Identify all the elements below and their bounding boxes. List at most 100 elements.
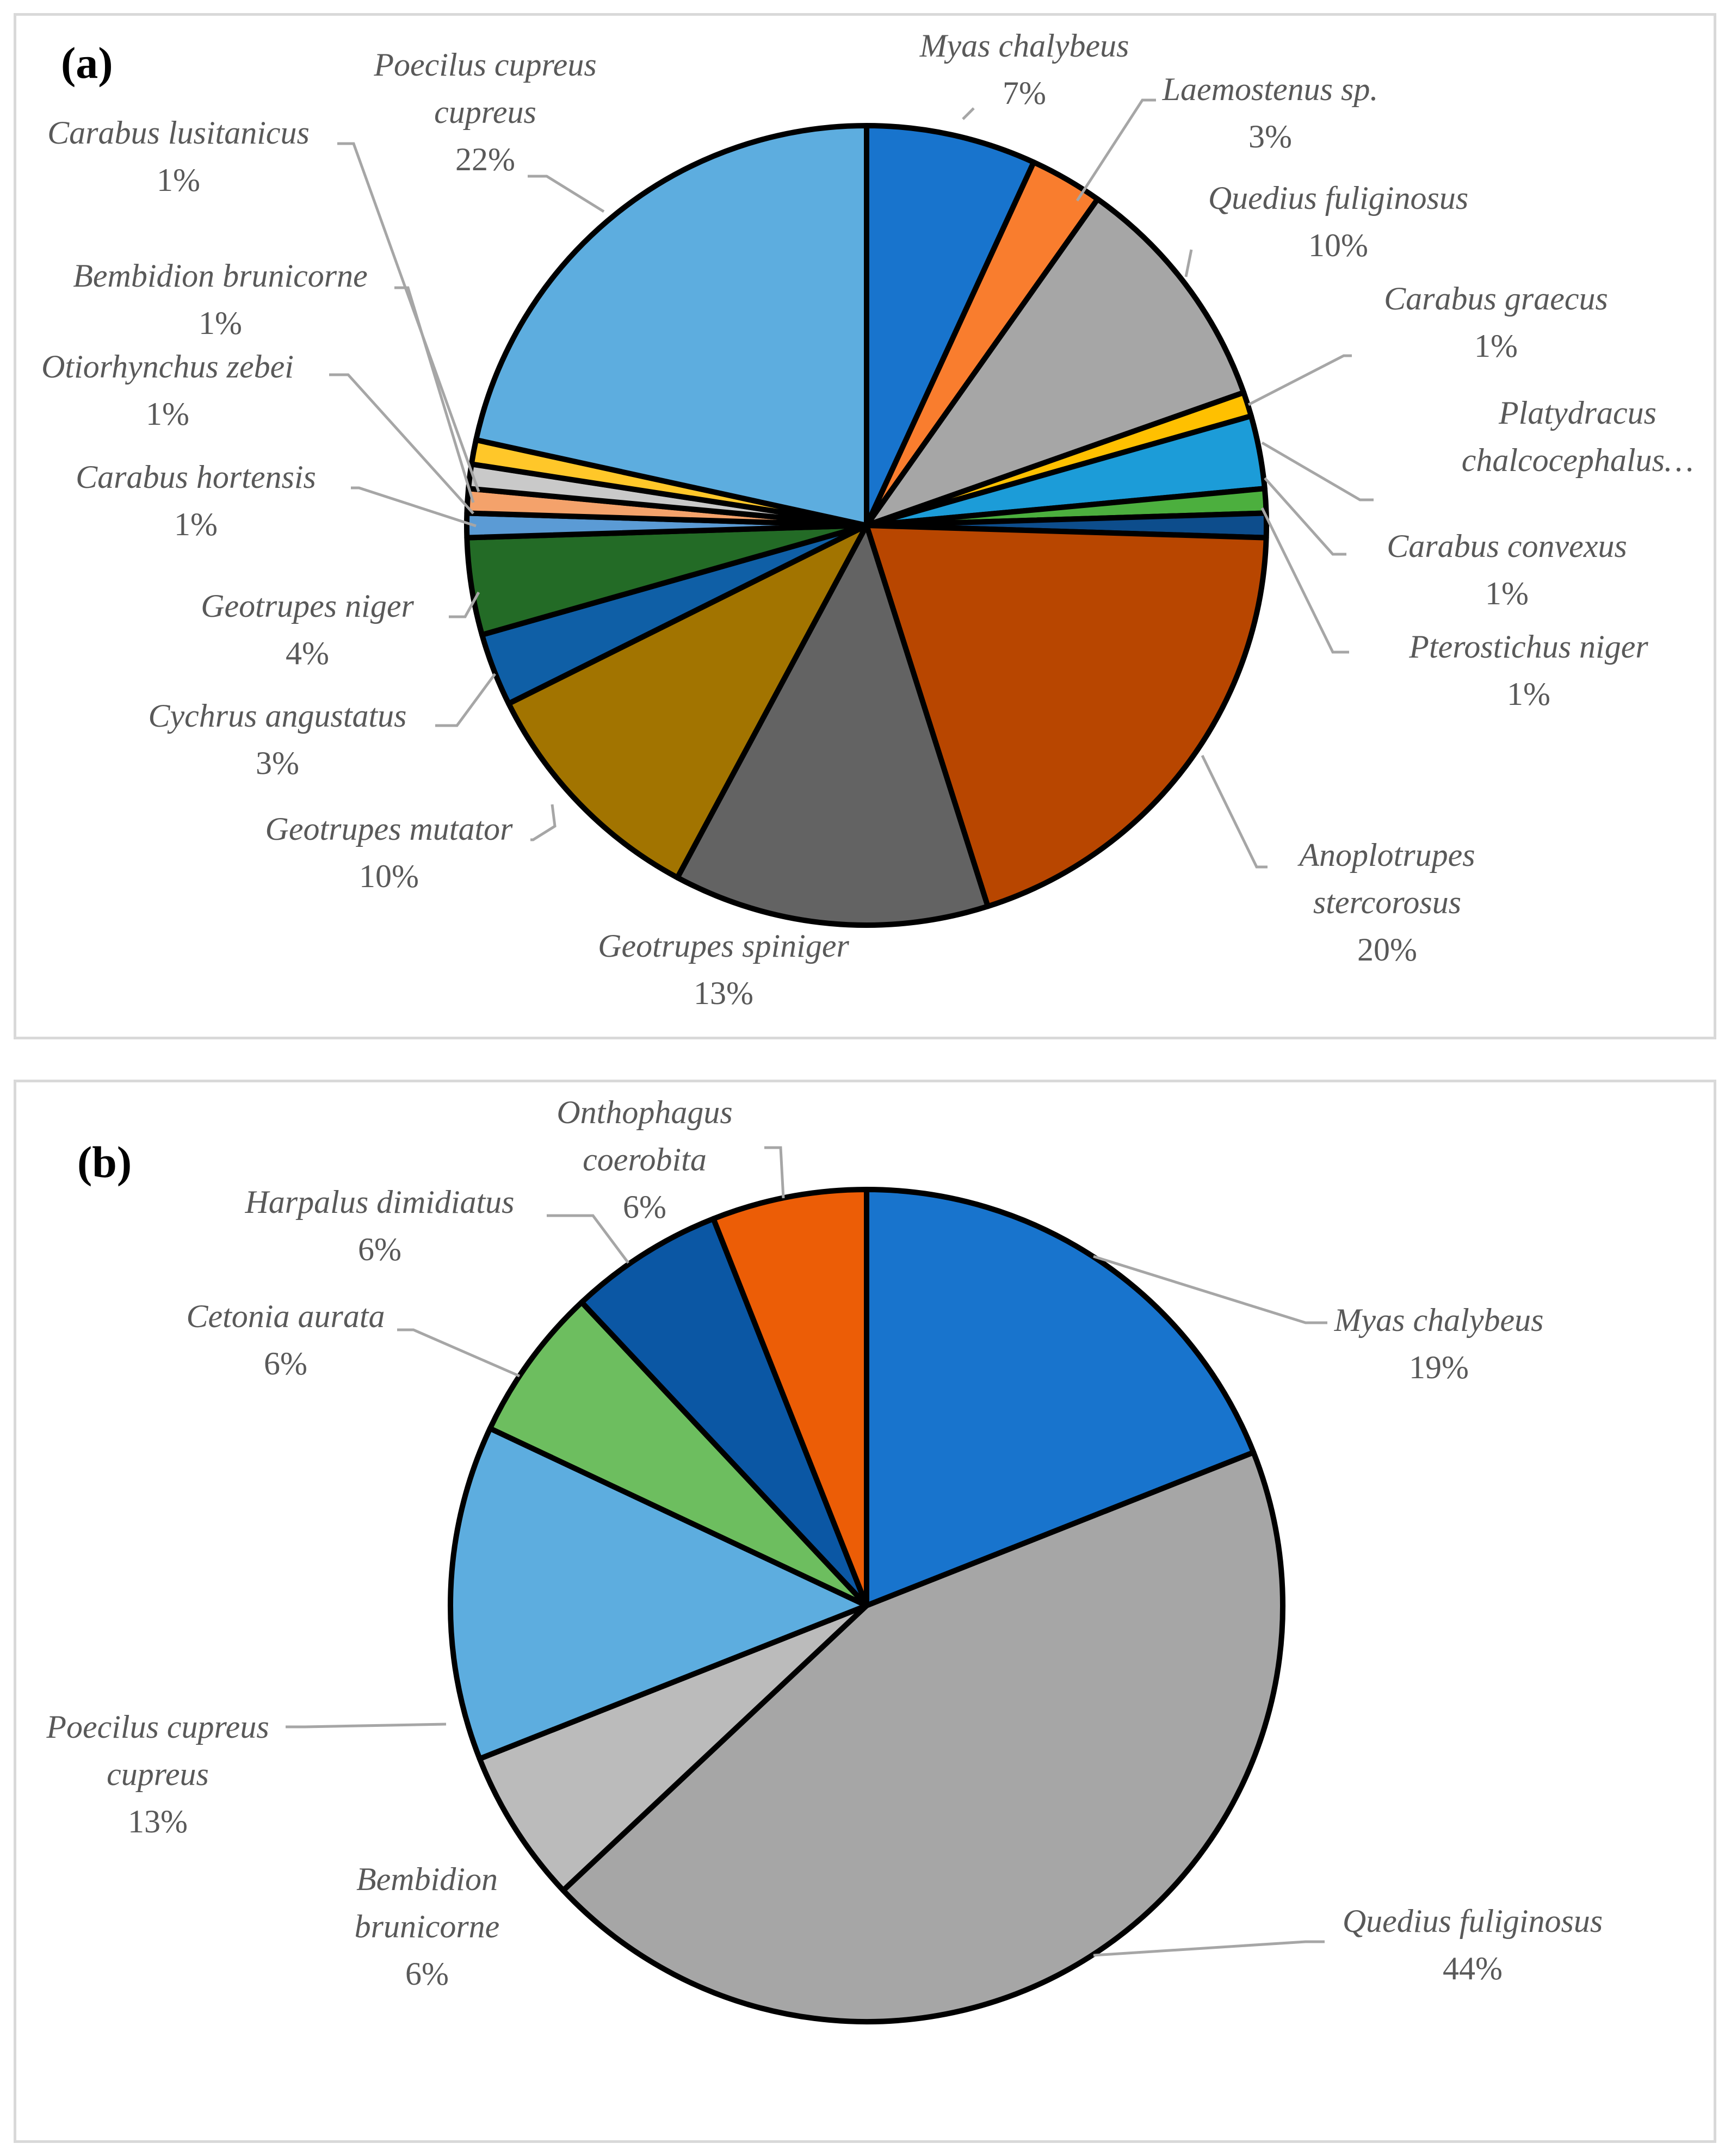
- slice-percent-label: 13%: [128, 1804, 188, 1839]
- leader-line-carabus-convexus: [1264, 477, 1346, 556]
- pie-slice-anoplotrupes-stercorosus: [864, 523, 1269, 909]
- leader-line-bembidion-brunicorne: [394, 286, 475, 503]
- slice-percent-label: 3%: [256, 745, 299, 781]
- pie-slice-onthophagus-coerobita: [710, 1187, 869, 1608]
- slice-label-quedius-fuliginosus: Quedius fuliginosus 44%: [1343, 1903, 1603, 1986]
- slice-percent-label: 19%: [1409, 1349, 1469, 1385]
- panel-label-a: (a): [61, 38, 113, 88]
- slice-percent-label: 4%: [286, 635, 329, 671]
- pie-slice-quedius-fuliginosus: [560, 1449, 1285, 2024]
- slice-label-cychrus-angustatus: Cychrus angustatus 3%: [148, 698, 406, 781]
- slice-percent-label: 6%: [264, 1346, 307, 1381]
- slice-label-cetonia-aurata: Cetonia aurata 6%: [186, 1298, 385, 1381]
- slice-label-line: cupreus: [434, 94, 536, 130]
- slice-label-line: stercorosus: [1313, 884, 1461, 920]
- slice-label-line: brunicorne: [355, 1909, 500, 1944]
- slice-percent-label: 6%: [623, 1189, 666, 1225]
- leader-lines: [329, 98, 1374, 869]
- slice-percent-label: 1%: [157, 162, 200, 198]
- slice-label-line: Harpalus dimidiatus: [244, 1184, 514, 1220]
- slice-label-onthophagus-coerobita: Onthophagus coerobita 6%: [557, 1094, 732, 1225]
- leader-lines: [286, 1146, 1327, 1957]
- slice-label-harpalus-dimidiatus: Harpalus dimidiatus 6%: [244, 1184, 514, 1267]
- leader-line-onthophagus-coerobita: [764, 1146, 785, 1199]
- slice-percent-label: 44%: [1443, 1950, 1503, 1986]
- leader-line-geotrupes-niger: [449, 591, 480, 618]
- leader-line-poecilus-cupreus-cupreus: [528, 175, 605, 213]
- slice-label-carabus-graecus: Carabus graecus 1%: [1384, 281, 1608, 364]
- slice-label-line: Carabus hortensis: [76, 459, 316, 495]
- leader-line-platydracus-chalcocephalus: [1261, 441, 1374, 501]
- slice-percent-label: 6%: [405, 1956, 449, 1992]
- slice-percent-label: 10%: [359, 858, 419, 894]
- slice-percent-label: 1%: [146, 396, 189, 432]
- chart-panel-b: (b) Myas chalybeus 19% Quedius fuliginosus…: [14, 1080, 1716, 2143]
- slice-label-geotrupes-niger: Geotrupes niger 4%: [201, 588, 414, 671]
- slice-label-anoplotrupes-stercorosus: Anoplotrupes stercorosus 20%: [1297, 837, 1475, 968]
- slice-percent-label: 3%: [1248, 119, 1292, 154]
- slice-label-pterostichus-niger: Pterostichus niger 1%: [1408, 629, 1648, 712]
- slice-label-line: Platydracus: [1498, 395, 1656, 431]
- slice-label-bembidion-brunicorne: Bembidion brunicorne 6%: [355, 1861, 500, 1992]
- leader-line-otiorhynchus-zebei: [329, 373, 474, 515]
- slice-label-line: Poecilus cupreus: [373, 47, 596, 83]
- pie-chart-b: Myas chalybeus 19% Quedius fuliginosus 44% B…: [46, 1094, 1603, 2024]
- slice-label-bembidion-brunicorne: Bembidion brunicorne 1%: [73, 258, 368, 341]
- slice-percent-label: 1%: [174, 506, 218, 542]
- leader-line-myas-chalybeus: [962, 107, 975, 120]
- slice-percent-label: 10%: [1308, 227, 1368, 263]
- slice-label-geotrupes-spiniger: Geotrupes spiniger 13%: [598, 928, 849, 1011]
- panel-label-b: (b): [77, 1137, 132, 1187]
- slice-label-line: Laemostenus sp.: [1162, 71, 1378, 107]
- slice-percent-label: 1%: [1507, 676, 1550, 712]
- slice-label-carabus-lusitanicus: Carabus lusitanicus 1%: [47, 115, 310, 198]
- pie-slice-harpalus-dimidiatus: [579, 1216, 869, 1608]
- slice-label-myas-chalybeus: Myas chalybeus 19%: [1334, 1302, 1544, 1385]
- slice-label-line: Geotrupes mutator: [265, 811, 514, 847]
- slice-label-line: Carabus graecus: [1384, 281, 1608, 317]
- slice-percent-label: 20%: [1357, 932, 1417, 968]
- leader-line-laemostenus-sp: [1075, 98, 1156, 202]
- pie-slice-myas-chalybeus: [864, 1187, 1257, 1608]
- slice-label-line: Poecilus cupreus: [46, 1709, 269, 1745]
- leader-line-pterostichus-niger: [1260, 507, 1349, 654]
- slice-percent-label: 1%: [1485, 575, 1529, 611]
- slice-label-line: Myas chalybeus: [1334, 1302, 1544, 1338]
- leader-line-harpalus-dimidiatus: [547, 1214, 630, 1264]
- slice-label-line: Otiorhynchus zebei: [41, 349, 294, 385]
- slice-labels: Myas chalybeus 19% Quedius fuliginosus 44% B…: [46, 1094, 1603, 1992]
- pie-slices: [448, 1187, 1285, 2024]
- slice-percent-label: 7%: [1003, 75, 1046, 111]
- slice-percent-label: 1%: [199, 305, 242, 341]
- leader-line-quedius-fuliginosus: [1093, 1940, 1325, 1957]
- pie-slice-poecilus-cupreus-cupreus: [473, 123, 869, 528]
- leader-line-poecilus-cupreus-cupreus: [286, 1723, 447, 1728]
- slice-label-poecilus-cupreus-cupreus: Poecilus cupreus cupreus 13%: [46, 1709, 269, 1839]
- slice-label-line: Myas chalybeus: [919, 28, 1129, 64]
- leader-line-carabus-hortensis: [351, 486, 477, 528]
- leader-line-carabus-lusitanicus: [337, 142, 480, 492]
- slice-percent-label: 22%: [455, 141, 515, 177]
- slice-percent-label: 13%: [694, 975, 753, 1011]
- pie-slice-myas-chalybeus: [864, 123, 1037, 528]
- slice-label-line: Geotrupes spiniger: [598, 928, 849, 964]
- slice-label-geotrupes-mutator: Geotrupes mutator 10%: [265, 811, 514, 894]
- pie-slice-bembidion-brunicorne: [477, 1603, 869, 1893]
- slice-label-line: chalcocephalus…: [1462, 442, 1694, 478]
- pie-slice-geotrupes-spiniger: [675, 523, 991, 928]
- slice-label-line: Anoplotrupes: [1297, 837, 1475, 873]
- slice-percent-label: 6%: [358, 1231, 401, 1267]
- slice-label-carabus-convexus: Carabus convexus 1%: [1387, 528, 1627, 611]
- slice-label-myas-chalybeus: Myas chalybeus 7%: [919, 28, 1129, 111]
- slice-label-line: Quedius fuliginosus: [1343, 1903, 1603, 1939]
- slice-label-line: Quedius fuliginosus: [1208, 180, 1468, 216]
- slice-label-line: Carabus convexus: [1387, 528, 1627, 564]
- slice-label-poecilus-cupreus-cupreus: Poecilus cupreus cupreus 22%: [373, 47, 596, 177]
- slice-label-line: Cychrus angustatus: [148, 698, 406, 734]
- leader-line-carabus-graecus: [1247, 354, 1352, 406]
- slice-label-line: Carabus lusitanicus: [47, 115, 310, 151]
- slice-label-laemostenus-sp: Laemostenus sp. 3%: [1162, 71, 1378, 154]
- slice-label-line: Geotrupes niger: [201, 588, 414, 624]
- leader-line-geotrupes-mutator: [530, 804, 557, 841]
- slice-label-platydracus-chalcocephalus: Platydracus chalcocephalus…: [1462, 395, 1694, 478]
